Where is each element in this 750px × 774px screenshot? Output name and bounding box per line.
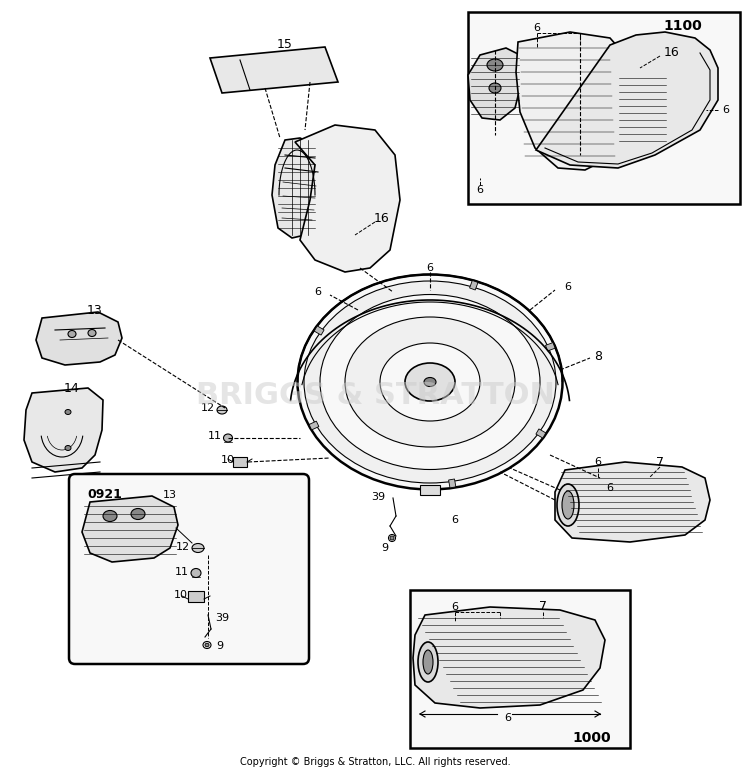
Text: Copyright © Briggs & Stratton, LLC. All rights reserved.: Copyright © Briggs & Stratton, LLC. All … (240, 757, 510, 767)
Polygon shape (555, 462, 710, 542)
Text: 8: 8 (594, 350, 602, 362)
Ellipse shape (390, 536, 394, 540)
Text: 1000: 1000 (573, 731, 611, 745)
Ellipse shape (224, 434, 232, 442)
Bar (420, 485, 440, 495)
Text: 9: 9 (382, 543, 388, 553)
Bar (536, 429, 546, 438)
Ellipse shape (217, 406, 227, 414)
Polygon shape (295, 125, 400, 272)
Ellipse shape (320, 294, 540, 470)
Text: 12: 12 (176, 542, 190, 552)
Text: BRIGGS & STRATTON: BRIGGS & STRATTON (196, 381, 554, 409)
Bar (410, 590, 630, 748)
Ellipse shape (345, 317, 515, 447)
Text: 12: 12 (201, 403, 215, 413)
Ellipse shape (68, 330, 76, 337)
Text: 9: 9 (217, 641, 223, 651)
Polygon shape (272, 138, 320, 238)
Text: 39: 39 (371, 492, 385, 502)
Bar (309, 421, 319, 430)
Text: 6: 6 (427, 263, 433, 273)
Ellipse shape (424, 378, 436, 386)
Text: 6: 6 (314, 287, 322, 297)
Text: 11: 11 (175, 567, 189, 577)
Bar (545, 343, 555, 351)
Ellipse shape (88, 330, 96, 337)
Text: 1100: 1100 (664, 19, 702, 33)
Text: 6: 6 (607, 483, 613, 493)
Polygon shape (468, 48, 522, 120)
Text: 10: 10 (221, 455, 235, 465)
Polygon shape (24, 388, 103, 472)
Text: 6: 6 (722, 105, 730, 115)
Text: 6: 6 (452, 515, 458, 525)
Bar (188, 591, 204, 602)
Polygon shape (615, 70, 668, 145)
Ellipse shape (418, 642, 438, 682)
Text: 13: 13 (87, 303, 103, 317)
Text: 6: 6 (595, 457, 602, 467)
Bar (448, 479, 456, 488)
Polygon shape (413, 607, 605, 708)
Ellipse shape (205, 643, 209, 647)
Ellipse shape (380, 343, 480, 421)
Text: 13: 13 (163, 490, 177, 500)
Ellipse shape (65, 446, 71, 450)
Text: 6: 6 (565, 282, 572, 292)
Polygon shape (82, 496, 178, 562)
Ellipse shape (562, 491, 574, 519)
Text: 7: 7 (539, 601, 547, 614)
Ellipse shape (423, 650, 433, 674)
Ellipse shape (489, 83, 501, 93)
Ellipse shape (304, 281, 556, 483)
Bar (470, 280, 478, 290)
Text: 14: 14 (64, 382, 80, 395)
Bar (314, 326, 324, 335)
Ellipse shape (192, 543, 204, 553)
Ellipse shape (557, 484, 579, 526)
Ellipse shape (298, 275, 562, 489)
FancyBboxPatch shape (69, 474, 309, 664)
Ellipse shape (405, 363, 455, 401)
Text: 6: 6 (452, 602, 458, 612)
Text: 0921: 0921 (88, 488, 122, 502)
Text: 6: 6 (533, 23, 541, 33)
Bar (233, 457, 247, 467)
Text: 6: 6 (476, 185, 484, 195)
Text: 10: 10 (174, 590, 188, 600)
Ellipse shape (487, 59, 503, 71)
Text: 11: 11 (208, 431, 222, 441)
Text: 6: 6 (505, 713, 512, 723)
Ellipse shape (103, 511, 117, 522)
Text: 16: 16 (374, 211, 390, 224)
Polygon shape (536, 32, 718, 168)
Text: 16: 16 (664, 46, 680, 59)
Polygon shape (210, 47, 338, 93)
Polygon shape (516, 32, 628, 170)
Text: 39: 39 (215, 613, 229, 623)
Ellipse shape (131, 509, 145, 519)
Ellipse shape (191, 568, 201, 577)
Text: 7: 7 (656, 456, 664, 468)
Polygon shape (36, 312, 122, 365)
Ellipse shape (65, 409, 71, 415)
Bar (468, 12, 740, 204)
Text: 15: 15 (277, 37, 293, 50)
